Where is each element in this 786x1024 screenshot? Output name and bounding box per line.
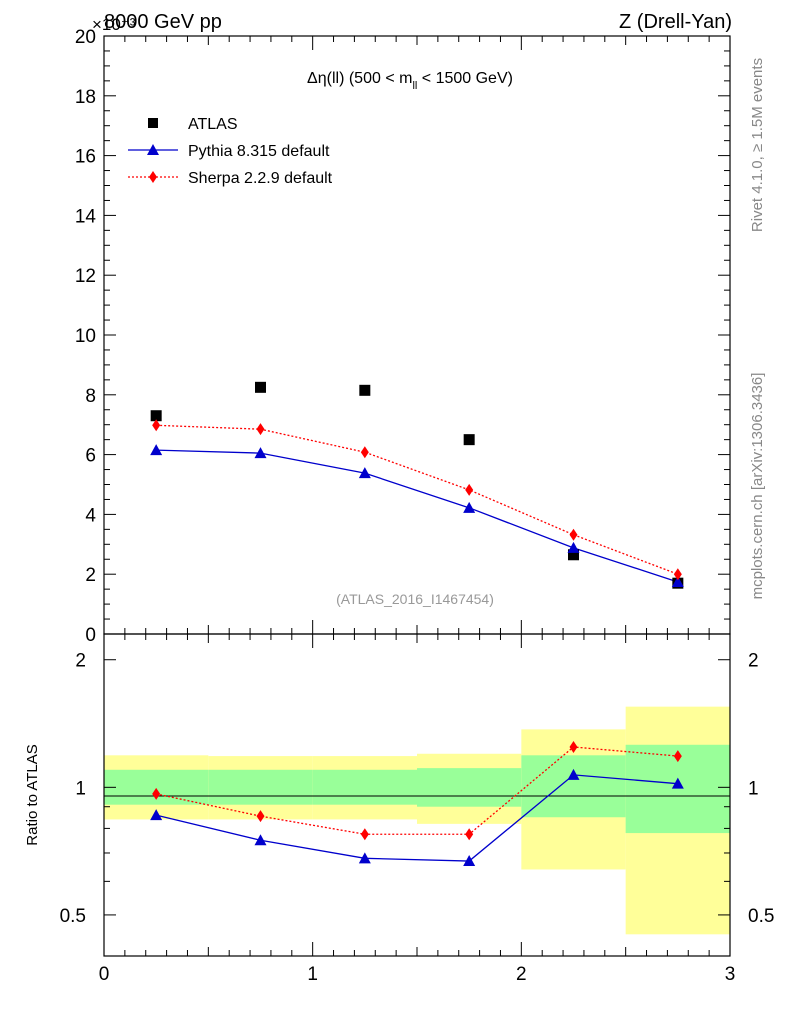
pythia-ratio-point bbox=[150, 809, 163, 821]
ratio-band-inner bbox=[208, 769, 313, 805]
main-title: Δη(ll) (500 < mll < 1500 GeV) bbox=[307, 70, 513, 92]
main-title-main: Δη(ll) (500 < m bbox=[307, 70, 412, 87]
sherpa-data-point bbox=[256, 423, 265, 436]
atlas-data-point bbox=[463, 434, 475, 446]
main-y-tick-label: 8 bbox=[85, 386, 96, 407]
legend-sherpa-label: Sherpa 2.2.9 default bbox=[188, 170, 333, 187]
atlas-data-point bbox=[150, 410, 162, 422]
sherpa-ratio-line bbox=[156, 746, 678, 835]
sherpa-data-point bbox=[673, 568, 682, 581]
pythia-main-line bbox=[156, 449, 679, 583]
energy-label: 8000 GeV pp bbox=[104, 11, 222, 33]
main-y-tick-label: 18 bbox=[75, 87, 96, 108]
main-y-tick-label: 6 bbox=[85, 446, 96, 467]
pythia-ratio-point bbox=[358, 852, 371, 864]
ratio-series-layer bbox=[150, 740, 684, 867]
ratio-band-inner bbox=[521, 755, 626, 818]
sherpa-data-point bbox=[360, 446, 369, 459]
atlas-data-point bbox=[359, 384, 371, 396]
pythia-data-point bbox=[254, 447, 267, 459]
legend-atlas-label: ATLAS bbox=[188, 116, 238, 133]
legend-pythia-label: Pythia 8.315 default bbox=[188, 143, 330, 160]
analysis-watermark: (ATLAS_2016_I1467454) bbox=[336, 591, 494, 607]
main-title-sub: ll bbox=[412, 80, 417, 92]
main-y-tick-label: 2 bbox=[85, 565, 96, 586]
sherpa-ratio-point bbox=[256, 810, 265, 823]
atlas-data-point bbox=[255, 381, 266, 393]
main-y-tick-label: 14 bbox=[75, 206, 97, 227]
pythia-data-point bbox=[671, 575, 684, 587]
ratio-band-inner bbox=[417, 768, 522, 807]
x-tick-label: 1 bbox=[307, 964, 318, 985]
ratio-y-tick-label-left: 0.5 bbox=[60, 906, 86, 927]
pythia-data-point bbox=[463, 501, 476, 513]
mcplots-label: mcplots.cern.ch [arXiv:1306.3436] bbox=[749, 373, 766, 600]
x-tick-label: 2 bbox=[516, 964, 527, 985]
y-exponent-label: ×10⁻³ bbox=[92, 15, 136, 34]
pythia-data-point bbox=[567, 541, 580, 553]
main-y-tick-label-zero: 0 bbox=[85, 625, 96, 646]
sherpa-data-point bbox=[152, 419, 161, 432]
x-tick-label: 3 bbox=[725, 964, 736, 985]
legend-pythia-marker bbox=[147, 144, 159, 155]
ratio-y-tick-label-right: 1 bbox=[748, 778, 759, 799]
pythia-ratio-point bbox=[463, 855, 476, 867]
pythia-ratio-line bbox=[156, 774, 678, 862]
sherpa-ratio-point bbox=[569, 740, 578, 753]
ratio-y-tick-label-left: 1 bbox=[75, 778, 86, 799]
sherpa-ratio-point bbox=[360, 828, 369, 841]
pythia-data-point bbox=[358, 467, 371, 479]
sherpa-data-point bbox=[569, 528, 578, 541]
main-y-tick-label: 20 bbox=[75, 27, 96, 48]
main-series-layer bbox=[150, 381, 684, 589]
ratio-y-tick-label-right: 2 bbox=[748, 651, 759, 672]
legend-atlas-marker bbox=[148, 118, 158, 128]
process-label: Z (Drell-Yan) bbox=[619, 11, 732, 33]
sherpa-data-point bbox=[465, 483, 474, 496]
main-y-tick-label: 12 bbox=[75, 266, 96, 287]
ratio-band-inner bbox=[312, 769, 417, 805]
pythia-ratio-point bbox=[567, 768, 580, 780]
atlas-data-point bbox=[568, 549, 579, 561]
legend: ATLAS Pythia 8.315 default Sherpa 2.2.9 … bbox=[128, 116, 333, 187]
sherpa-main-line bbox=[156, 424, 679, 575]
main-y-tick-label: 16 bbox=[75, 147, 96, 168]
main-title-tail: < 1500 GeV) bbox=[417, 70, 513, 87]
sherpa-ratio-point bbox=[152, 787, 161, 800]
pythia-ratio-point bbox=[254, 834, 267, 846]
ratio-y-tick-label-right: 0.5 bbox=[748, 906, 774, 927]
pythia-ratio-point bbox=[671, 777, 684, 789]
main-y-tick-label: 10 bbox=[75, 326, 96, 347]
ratio-uncertainty-bands bbox=[104, 706, 730, 935]
sherpa-ratio-point bbox=[465, 828, 474, 841]
ratio-y-label: Ratio to ATLAS bbox=[24, 744, 41, 845]
main-y-tick-label: 4 bbox=[85, 505, 96, 526]
sherpa-ratio-point bbox=[673, 750, 682, 763]
rivet-label: Rivet 4.1.0, ≥ 1.5M events bbox=[749, 58, 766, 232]
pythia-data-point bbox=[150, 444, 163, 456]
legend-sherpa-marker bbox=[149, 171, 157, 183]
ratio-y-tick-label-left: 2 bbox=[75, 651, 86, 672]
x-tick-label: 0 bbox=[99, 964, 110, 985]
